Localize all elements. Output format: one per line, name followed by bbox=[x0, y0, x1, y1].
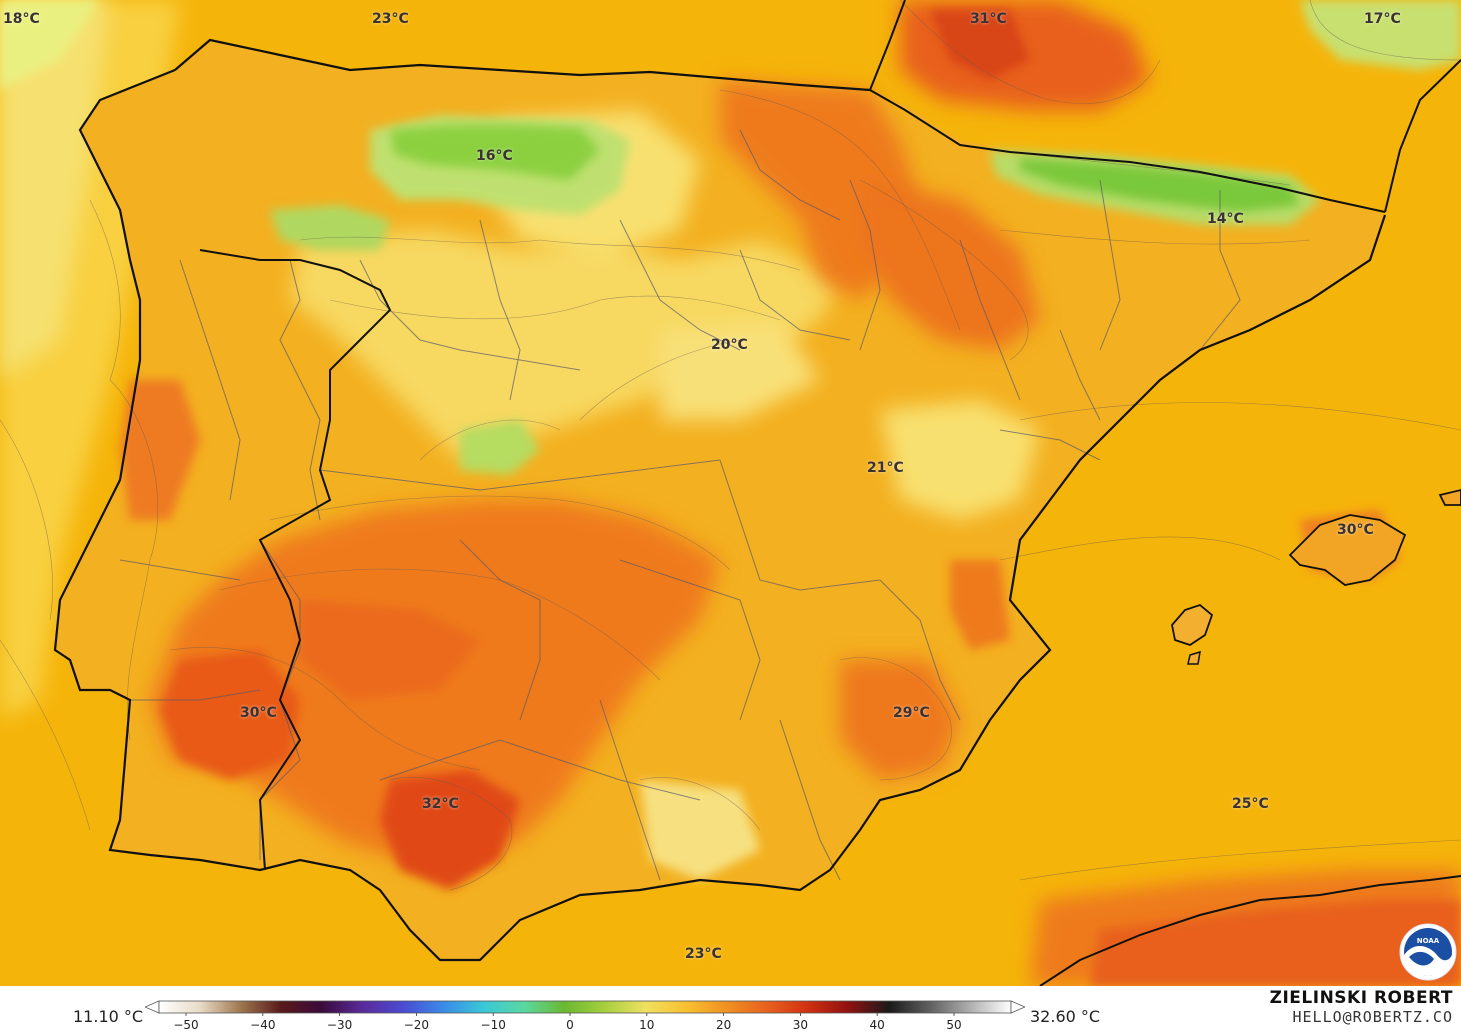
extremadura-hot bbox=[300, 600, 480, 700]
legend-tick-label: −50 bbox=[173, 1018, 199, 1032]
legend-tick-label: 30 bbox=[792, 1018, 809, 1032]
temp-label-teruel: 21°C bbox=[867, 460, 904, 476]
legend-tick-label: 20 bbox=[715, 1018, 732, 1032]
temp-label-southern-france: 31°C bbox=[970, 11, 1007, 27]
color-scale-bar bbox=[145, 1000, 1025, 1016]
sierra-cool-zone bbox=[640, 780, 760, 880]
legend-max-value: 32.60 °C bbox=[1030, 1007, 1101, 1026]
mallorca-island bbox=[1288, 514, 1407, 586]
temp-label-alps: 17°C bbox=[1364, 11, 1401, 27]
temp-label-central-plateau: 20°C bbox=[711, 337, 748, 353]
valencia-hot-zone bbox=[950, 560, 1010, 650]
france-very-hot bbox=[930, 10, 1030, 80]
country-borders bbox=[199, 0, 1461, 871]
cantabrian-cold-inner bbox=[390, 125, 600, 180]
ibiza-island bbox=[1171, 603, 1214, 646]
central-cool-zone bbox=[660, 320, 820, 420]
alps-cold-zone bbox=[1300, 0, 1461, 70]
legend-min-value: 11.10 °C bbox=[73, 1007, 144, 1026]
author-email: HELLO@ROBERTZ.CO bbox=[1292, 1008, 1453, 1026]
temp-label-mediterranean: 25°C bbox=[1232, 796, 1269, 812]
temp-label-alentejo: 30°C bbox=[240, 705, 277, 721]
ebro-valley-hot bbox=[860, 180, 1040, 350]
africa-coastline bbox=[1039, 875, 1461, 986]
legend-tick-label: −30 bbox=[326, 1018, 353, 1032]
scale-max-arrow bbox=[1010, 1000, 1025, 1014]
temp-label-seville: 32°C bbox=[422, 796, 459, 812]
author-credit: ZIELINSKI ROBERT HELLO@ROBERTZ.CO bbox=[1270, 988, 1453, 1026]
scale-gradient bbox=[158, 1000, 1012, 1014]
plateau-cool-zone bbox=[290, 230, 840, 460]
temp-label-cantabrian-mountains: 16°C bbox=[476, 148, 513, 164]
legend-tick-label: −10 bbox=[480, 1018, 506, 1032]
atlantic-cool-zone bbox=[0, 0, 110, 380]
scale-min-arrow bbox=[145, 1000, 160, 1014]
temp-label-murcia: 29°C bbox=[893, 705, 930, 721]
legend-tick-label: −20 bbox=[403, 1018, 430, 1032]
formentera-island bbox=[1187, 650, 1201, 665]
temp-label-alboran-sea: 23°C bbox=[685, 946, 722, 962]
legend-tick-label: −40 bbox=[250, 1018, 276, 1032]
murcia-hot-zone bbox=[840, 660, 960, 780]
gredos-cold-zone bbox=[460, 420, 540, 475]
nw-cool-zone bbox=[0, 0, 100, 90]
menorca-island bbox=[1438, 489, 1461, 506]
author-name: ZIELINSKI ROBERT bbox=[1269, 988, 1453, 1008]
temperature-map bbox=[0, 0, 1461, 986]
alentejo-very-hot bbox=[160, 650, 300, 780]
temp-label-cantabrian-sea: 23°C bbox=[372, 11, 409, 27]
portugal-hot-zone bbox=[120, 380, 200, 520]
temp-label-mallorca: 30°C bbox=[1337, 522, 1374, 538]
leon-cold-zone bbox=[270, 205, 390, 250]
legend-tick-label: 10 bbox=[639, 1018, 655, 1032]
legend-tick-label: 0 bbox=[566, 1018, 574, 1032]
noaa-logo-icon: NOAA bbox=[1399, 923, 1457, 981]
legend-footer: 11.10 °C 32.60 °C −50 −40 −30 −20 −10 0 10 20 30… bbox=[0, 986, 1461, 1035]
isotherm-lines bbox=[0, 0, 1461, 891]
legend-tick-label: 50 bbox=[946, 1018, 962, 1032]
svg-text:NOAA: NOAA bbox=[1417, 937, 1440, 945]
pyrenees-cold-inner bbox=[1020, 158, 1300, 212]
legend-tick-label: 40 bbox=[869, 1018, 885, 1032]
temp-label-northwest-atlantic: 18°C bbox=[3, 11, 40, 27]
temp-label-pyrenees: 14°C bbox=[1207, 211, 1244, 227]
coastline bbox=[53, 38, 1387, 962]
